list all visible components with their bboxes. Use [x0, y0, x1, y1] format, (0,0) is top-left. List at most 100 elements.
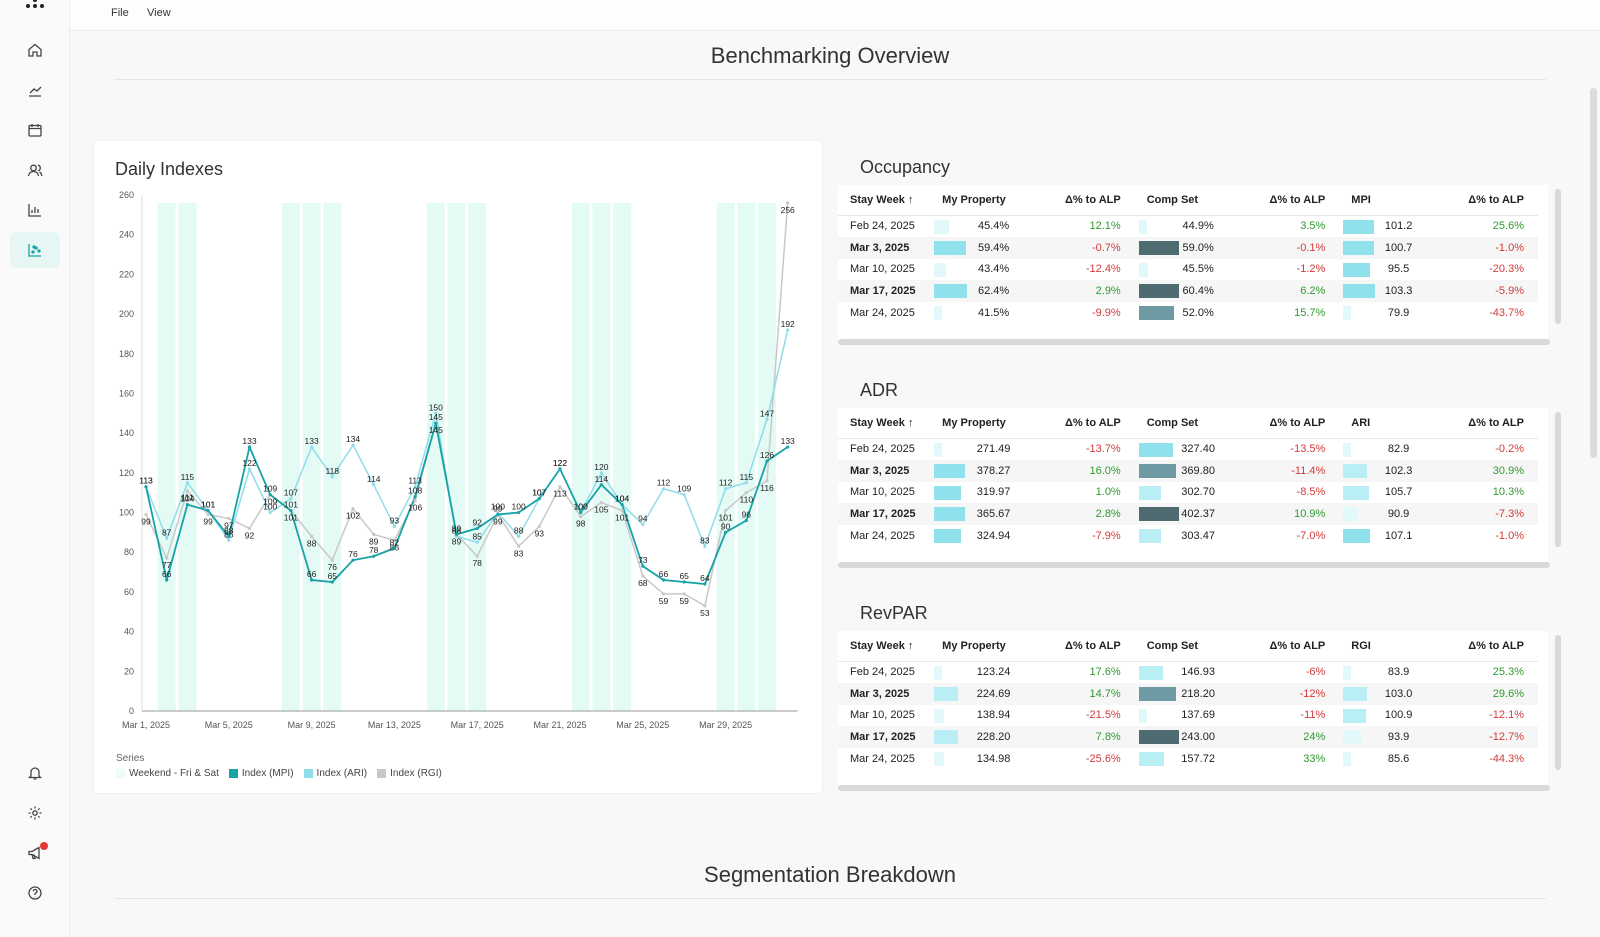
table-cell: 402.37 — [1134, 503, 1256, 526]
data-point — [351, 443, 355, 447]
data-label: 73 — [638, 555, 648, 565]
gear-icon[interactable] — [10, 795, 60, 831]
data-point — [724, 487, 728, 491]
menu-bar: File View — [70, 0, 1600, 31]
data-point — [558, 467, 562, 471]
data-label: 192 — [781, 319, 795, 329]
home-icon[interactable] — [10, 32, 60, 68]
adr-hscroll[interactable] — [838, 562, 1550, 568]
daily-indexes-chart: 0 20 40 60 80 100 120 140 160 180 200 220 240 260 Mar … — [119, 190, 798, 730]
table-cell: -11% — [1300, 709, 1326, 722]
scatter-chart-icon[interactable] — [10, 232, 60, 268]
table-row: Mar 24, 2025 41.5% -9.9% 52.0% 15.7% 79.9 -43.… — [838, 302, 1538, 324]
revpar-hscroll[interactable] — [838, 785, 1550, 791]
data-label: 92 — [472, 517, 482, 527]
data-label: 133 — [305, 436, 319, 446]
data-label: 256 — [781, 205, 795, 215]
y-tick-label: 120 — [119, 468, 134, 478]
cell-value: 90.9 — [1387, 508, 1410, 521]
data-point — [579, 510, 583, 515]
legend-item-rgi[interactable]: Index (RGI) — [377, 768, 442, 779]
megaphone-icon[interactable] — [10, 835, 60, 871]
data-label: 147 — [760, 408, 774, 418]
users-icon[interactable] — [10, 152, 60, 188]
y-tick-label: 40 — [124, 627, 134, 637]
help-icon[interactable] — [10, 875, 60, 911]
table-cell: -1.0% — [1451, 236, 1538, 259]
app-logo[interactable] — [24, 0, 46, 10]
data-label: 64 — [700, 573, 710, 583]
legend-item-ari[interactable]: Index (ARI) — [303, 768, 367, 779]
data-point — [475, 554, 479, 558]
data-label: 133 — [242, 436, 256, 446]
series-line-ari — [145, 329, 789, 549]
data-label: 53 — [700, 608, 710, 618]
table-cell: 62.4% — [930, 280, 1051, 303]
revpar-vscroll[interactable] — [1555, 635, 1561, 770]
table-cell: 369.80 — [1134, 459, 1256, 482]
data-label: 102 — [346, 511, 360, 521]
column-header[interactable]: Stay Week ↑ — [838, 631, 931, 662]
x-tick-label: Mar 25, 2025 — [616, 720, 669, 730]
column-header[interactable]: Stay Week ↑ — [838, 408, 931, 439]
weekend-band — [323, 203, 342, 711]
table-cell: 14.7% — [1050, 682, 1135, 705]
table-cell: 60.4% — [1134, 280, 1256, 303]
calendar-icon[interactable] — [10, 112, 60, 148]
table-cell: 7.8% — [1050, 726, 1135, 749]
data-label: 101 — [284, 513, 298, 523]
table-row: Mar 10, 2025 43.4% -12.4% 45.5% -1.2% 95.5 -20… — [838, 259, 1538, 281]
cell-bar — [1138, 665, 1163, 680]
data-label: 150 — [429, 402, 443, 412]
legend-item-mpi[interactable]: Index (MPI) — [228, 768, 294, 779]
trend-icon[interactable] — [10, 72, 60, 108]
menu-file[interactable]: File — [111, 7, 129, 19]
column-header[interactable]: Stay Week ↑ — [838, 185, 931, 216]
data-label: 106 — [408, 503, 422, 513]
data-point — [765, 479, 769, 483]
cell-value: 302.70 — [1181, 486, 1215, 499]
bar-chart-icon[interactable] — [10, 192, 60, 228]
data-point — [413, 495, 417, 499]
data-point — [247, 467, 252, 471]
data-label: 83 — [514, 548, 524, 558]
section-title-segmentation: Segmentation Breakdown — [114, 862, 1546, 899]
table-cell: 302.70 — [1135, 482, 1256, 504]
data-point — [165, 556, 169, 560]
data-label: 113 — [139, 476, 153, 486]
table-cell: 137.69 — [1135, 705, 1256, 727]
cell-value: 224.69 — [976, 687, 1011, 700]
data-point — [703, 582, 707, 586]
column-header: Δ% to ALP — [1255, 408, 1340, 439]
legend-item-weekend[interactable]: Weekend - Fri & Sat — [116, 768, 219, 779]
cell-bar — [934, 219, 950, 234]
x-tick-label: Mar 29, 2025 — [699, 720, 752, 730]
table-cell: 303.47 — [1135, 525, 1256, 547]
adr-vscroll[interactable] — [1555, 412, 1561, 547]
bell-icon[interactable] — [10, 755, 60, 791]
cell-value: 157.72 — [1181, 753, 1215, 766]
menu-view[interactable]: View — [147, 7, 171, 19]
data-point — [537, 497, 541, 501]
data-point — [227, 534, 231, 538]
occupancy-hscroll[interactable] — [838, 339, 1550, 345]
data-label: 113 — [553, 489, 567, 499]
cell-bar — [934, 485, 962, 500]
y-tick-label: 180 — [119, 349, 134, 359]
data-point — [144, 512, 148, 517]
data-point — [330, 580, 334, 584]
occupancy-vscroll[interactable] — [1555, 189, 1561, 324]
x-tick-label: Mar 13, 2025 — [368, 720, 421, 730]
table-cell: 59.0% — [1134, 236, 1256, 259]
data-point — [682, 592, 686, 596]
data-point — [372, 483, 376, 487]
weekend-band — [178, 203, 197, 711]
cell-bar — [1343, 665, 1352, 680]
data-point — [620, 508, 624, 513]
column-header: Comp Set — [1134, 631, 1256, 662]
page-scrollbar[interactable] — [1590, 88, 1597, 458]
data-label: 101 — [615, 513, 629, 523]
cell-value: 93.9 — [1387, 731, 1410, 744]
y-tick-label: 20 — [124, 666, 134, 676]
cell-value: 100.7 — [1384, 241, 1413, 254]
